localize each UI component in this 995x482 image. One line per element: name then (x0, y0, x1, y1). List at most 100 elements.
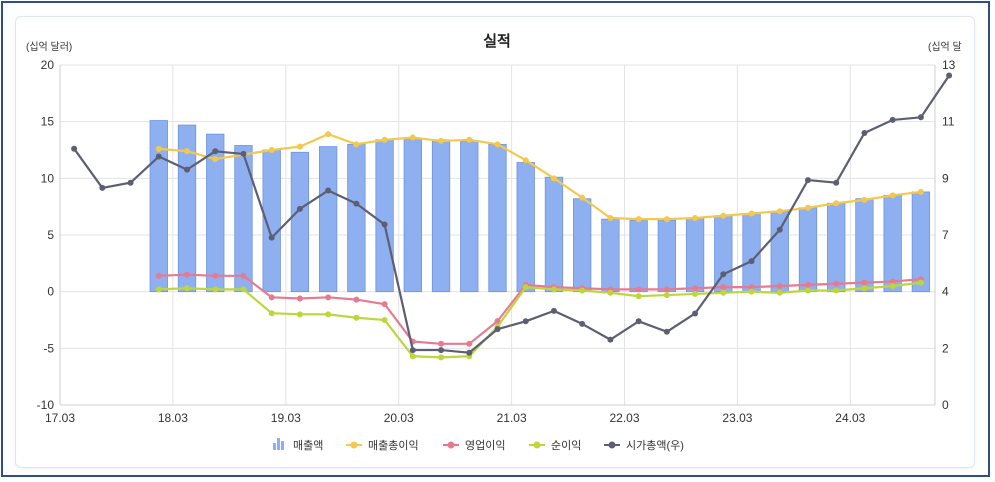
bar-mark (827, 202, 846, 293)
y-left-tick-label: -5 (43, 341, 54, 355)
data-point (804, 281, 811, 288)
data-point (381, 136, 388, 143)
data-point (522, 284, 529, 291)
data-point (579, 320, 586, 327)
data-point (184, 285, 191, 292)
bar-mark (431, 139, 451, 293)
y-left-tick-label: -10 (37, 398, 55, 412)
data-point (353, 141, 360, 148)
data-point (861, 285, 868, 292)
data-point (325, 294, 332, 301)
data-point (494, 326, 501, 333)
data-point (466, 349, 473, 356)
legend-item[interactable]: 매출액 (273, 438, 323, 452)
bar-mark (685, 217, 705, 293)
y-right-tick-label: 13 (942, 58, 956, 72)
data-point (804, 177, 811, 184)
data-point (833, 287, 840, 294)
y-left-tick-label: 10 (41, 171, 55, 185)
data-point (184, 166, 191, 173)
data-point (917, 114, 924, 121)
left-axis-unit: (십억 달러) (26, 41, 72, 53)
data-point (353, 314, 360, 321)
data-point (607, 215, 614, 221)
legend-dot-icon (350, 441, 358, 449)
data-point (381, 301, 388, 308)
data-point (268, 294, 275, 301)
data-point (296, 143, 303, 150)
data-point (607, 336, 614, 343)
data-point (861, 196, 868, 203)
data-point (579, 194, 586, 201)
y-left-tick-label: 0 (47, 285, 54, 299)
data-point (381, 221, 388, 228)
x-tick-label: 17.03 (45, 411, 75, 425)
data-point (861, 130, 868, 136)
legend-item[interactable]: 영업이익 (443, 439, 505, 452)
bar-mark (318, 146, 338, 293)
legend-label: 매출액 (293, 439, 323, 452)
data-point (889, 283, 896, 289)
y-right-tick-label: 9 (942, 171, 949, 185)
series-line (158, 281, 922, 359)
data-point (438, 340, 445, 347)
legend-label: 시가총액(우) (626, 439, 684, 452)
bar-mark (601, 218, 620, 293)
data-point (833, 179, 840, 186)
data-point (409, 353, 416, 360)
bar-mark (573, 198, 592, 293)
right-axis-unit: (십억 달 (928, 41, 962, 53)
legend-label: 순이익 (551, 439, 581, 452)
data-point (325, 187, 332, 194)
data-point (71, 145, 78, 152)
legend-item[interactable]: 시가총액(우) (604, 439, 684, 452)
bar-mark (657, 219, 677, 293)
data-point (212, 148, 219, 155)
data-point (212, 272, 219, 279)
data-point (833, 200, 840, 207)
data-point (99, 184, 106, 191)
legend-bar-icon (273, 443, 276, 450)
legend-dot-icon (608, 441, 616, 449)
data-point (155, 286, 162, 293)
data-point (522, 157, 529, 164)
bar-mark (488, 143, 507, 293)
data-point (748, 284, 755, 291)
data-point (155, 145, 162, 152)
data-point (494, 141, 501, 148)
bar-mark (883, 194, 902, 293)
bar-mark (403, 138, 422, 293)
data-point (804, 287, 811, 294)
data-point (212, 286, 219, 293)
legend-dot-icon (447, 441, 455, 449)
data-point (663, 216, 670, 223)
y-right-tick-label: 7 (942, 228, 949, 242)
data-point (917, 188, 924, 195)
data-point (466, 340, 473, 347)
legend-item[interactable]: 매출총이익 (346, 439, 419, 452)
bar-mark (798, 207, 818, 293)
data-point (635, 216, 642, 223)
data-point (748, 288, 755, 295)
x-tick-label: 21.03 (497, 411, 527, 425)
data-point (325, 131, 332, 138)
data-point (748, 258, 755, 265)
y-left-tick-label: 5 (47, 228, 54, 242)
data-point (550, 286, 557, 293)
data-point (720, 271, 727, 278)
legend-label: 영업이익 (465, 439, 505, 452)
data-point (296, 311, 303, 318)
legend[interactable]: 매출액 매출총이익 영업이익 순이익 시가총액(우) (273, 438, 684, 452)
data-point (804, 204, 811, 211)
data-point (635, 293, 642, 300)
bar-mark (347, 143, 366, 293)
data-point (155, 272, 162, 279)
bar-mark (544, 176, 564, 293)
data-point (550, 175, 557, 182)
chart-title: 실적 (483, 32, 511, 50)
legend-bar-icon (281, 441, 284, 450)
legend-item[interactable]: 순이익 (529, 439, 581, 452)
y-right-tick-label: 2 (942, 341, 949, 355)
series-line (158, 273, 921, 345)
bar-mark (770, 210, 789, 293)
